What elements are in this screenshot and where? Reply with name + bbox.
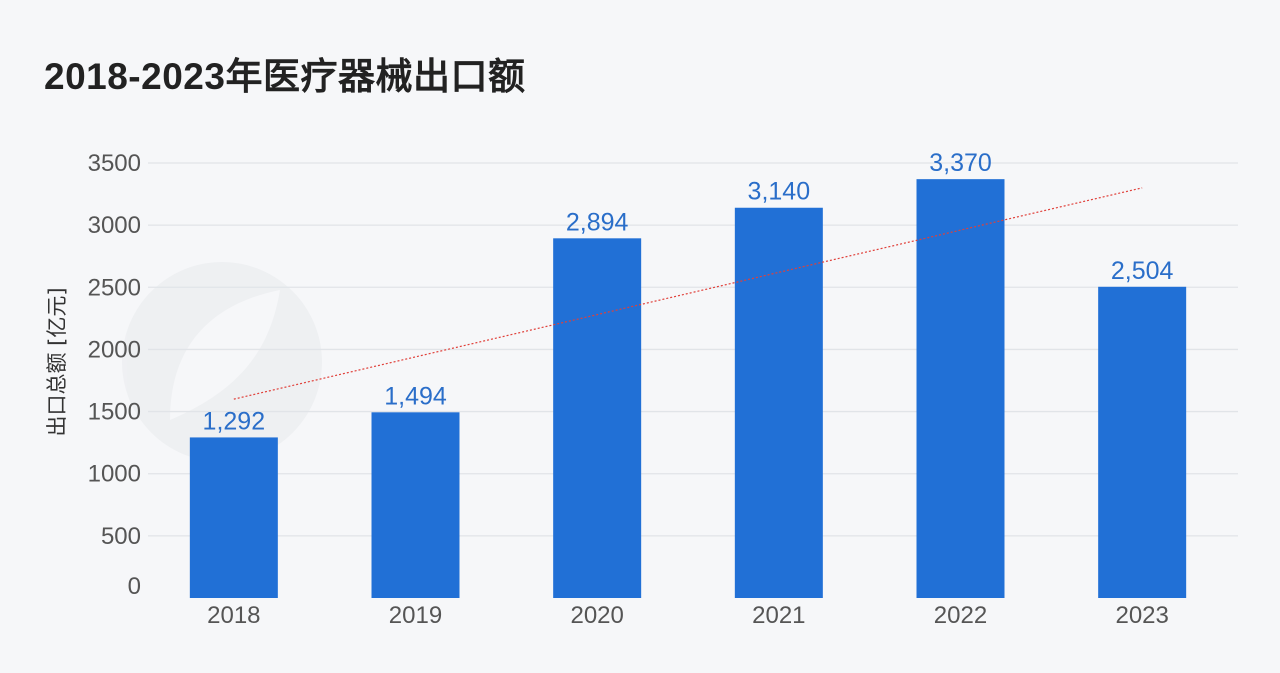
data-label-2022: 3,370 bbox=[929, 149, 992, 177]
data-labels: 1,292 1,494 2,894 3,140 3,370 2,504 bbox=[203, 149, 1174, 435]
x-tick-label: 2019 bbox=[389, 602, 442, 629]
grid-lines bbox=[148, 162, 1238, 537]
data-label-2023: 2,504 bbox=[1111, 257, 1174, 285]
y-tick-label: 1000 bbox=[88, 461, 141, 488]
y-tick-label: 0 bbox=[128, 573, 141, 600]
data-label-2020: 2,894 bbox=[566, 208, 629, 236]
x-tick-label: 2021 bbox=[752, 602, 805, 629]
bar-2020 bbox=[553, 238, 642, 598]
data-label-2019: 1,494 bbox=[384, 382, 447, 410]
x-tick-label: 2018 bbox=[207, 602, 260, 629]
x-tick-label: 2022 bbox=[934, 602, 987, 629]
data-label-2018: 1,292 bbox=[203, 407, 266, 435]
y-tick-label: 3500 bbox=[88, 150, 141, 177]
y-tick-label: 2000 bbox=[88, 336, 141, 363]
x-tick-label: 2020 bbox=[570, 602, 623, 629]
y-tick-label: 2500 bbox=[88, 274, 141, 301]
x-tick-label: 2023 bbox=[1115, 602, 1168, 629]
bar-2021 bbox=[734, 207, 823, 598]
chart-title: 2018-2023年医疗器械出口额 bbox=[44, 56, 526, 97]
y-tick-label: 500 bbox=[101, 523, 141, 550]
y-tick-label: 3000 bbox=[88, 212, 141, 239]
bars bbox=[189, 179, 1187, 598]
y-axis-title: 出口总额 [亿元] bbox=[45, 287, 69, 436]
bar-2019 bbox=[371, 412, 460, 598]
y-tick-label: 1500 bbox=[88, 399, 141, 426]
bar-2022 bbox=[916, 179, 1005, 598]
bar-2018 bbox=[189, 437, 278, 598]
bar-2023 bbox=[1098, 286, 1187, 598]
x-axis-ticks: 2018 2019 2020 2021 2022 2023 bbox=[207, 602, 1169, 629]
data-label-2021: 3,140 bbox=[748, 178, 811, 206]
y-axis-ticks: 0 500 1000 1500 2000 2500 3000 3500 bbox=[88, 150, 141, 600]
trend-line bbox=[233, 187, 1143, 400]
